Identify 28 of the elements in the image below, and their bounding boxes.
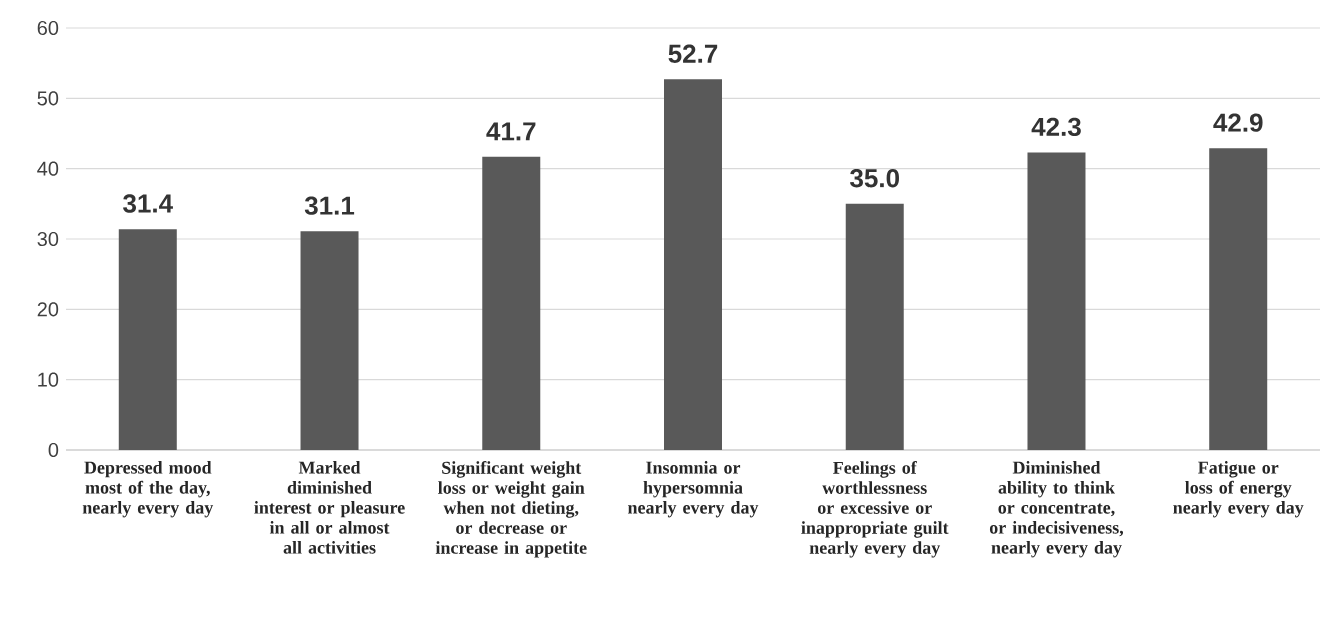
data-label: 41.7 (486, 122, 536, 141)
x-tick-label: Depressed mood most of the day, nearly every day (82, 461, 214, 518)
bar (1027, 152, 1086, 450)
x-tick-label: Feelings of worthlessness or excessive or inappropriate guilt nearly every day (801, 461, 949, 558)
x-tick-label: Fatigue or loss of energy nearly every day (1173, 461, 1304, 518)
data-label: 42.9 (1213, 113, 1263, 132)
y-tick-label: 60 (37, 20, 59, 36)
x-tick-label: Significant weight loss or weight gain when not dieting, or decrease or increase in appetite (435, 461, 587, 558)
data-label: 52.7 (668, 44, 718, 63)
data-label: 35.0 (850, 168, 899, 188)
bar (664, 79, 722, 450)
x-tick-label: Marked diminished interest or pleasure in all or almost all activities (254, 461, 405, 554)
y-tick-label: 50 (37, 91, 59, 106)
y-tick-label: 0 (48, 442, 59, 458)
x-tick-label: Insomnia or hypersomnia nearly every day (627, 461, 759, 518)
data-label: 31.4 (123, 194, 173, 213)
bar (482, 156, 541, 450)
data-label: 31.1 (304, 196, 355, 215)
y-tick-label: 20 (37, 302, 59, 317)
data-label: 42.3 (1031, 117, 1081, 137)
y-tick-label: 40 (37, 161, 59, 176)
y-tick-label: 10 (38, 372, 59, 387)
x-tick-label: Diminished ability to think or concentrate, or indecisiveness, nearly every day (989, 461, 1124, 558)
bar (845, 203, 904, 450)
bar (300, 231, 359, 450)
y-tick-label: 30 (37, 231, 59, 247)
bar (118, 229, 177, 450)
bar (1209, 148, 1268, 450)
